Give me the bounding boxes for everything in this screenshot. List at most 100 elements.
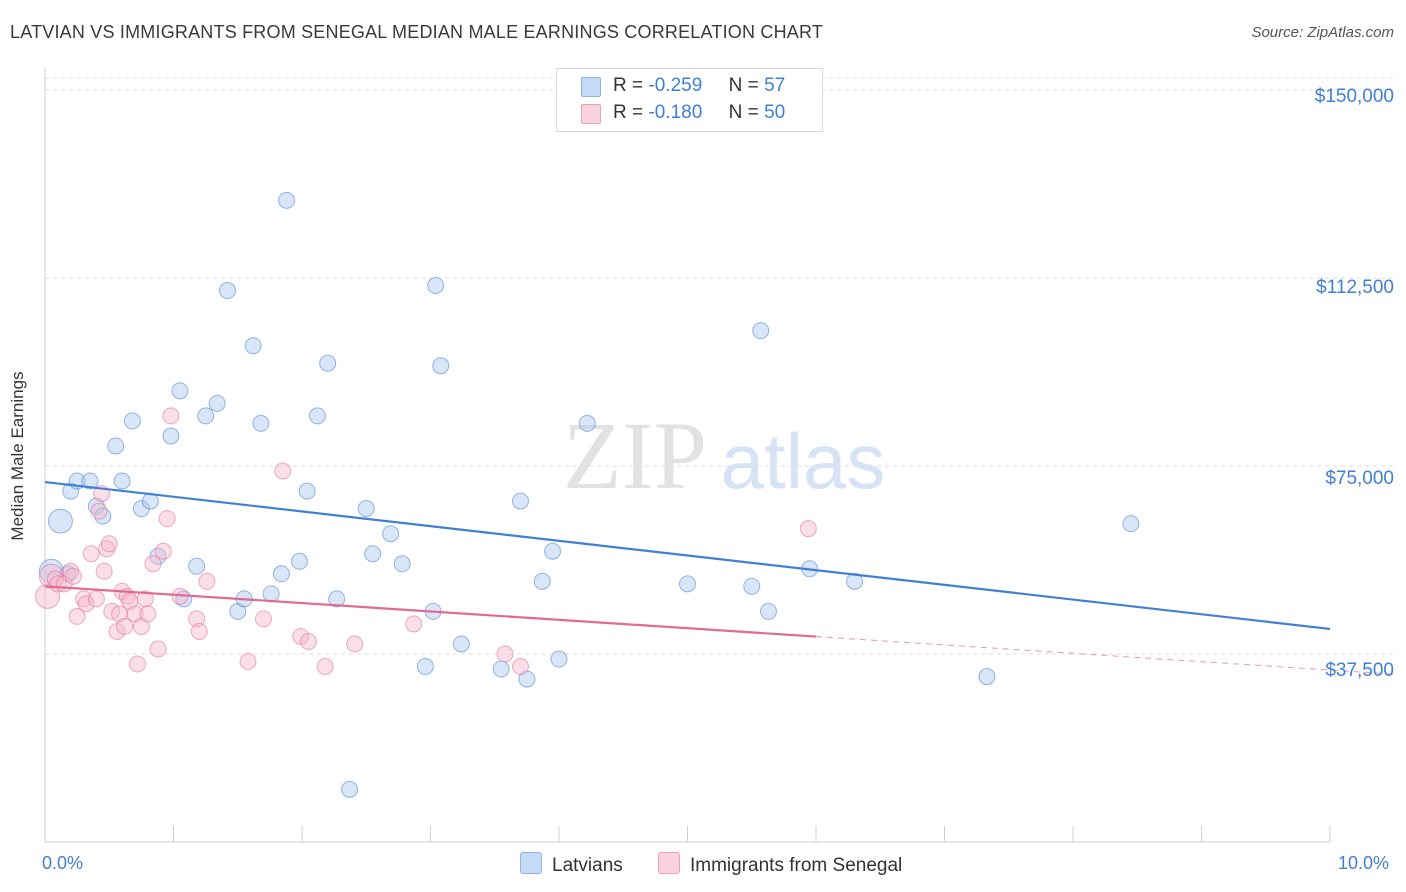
r-value: -0.259 bbox=[648, 75, 703, 96]
latvian-point bbox=[162, 427, 180, 445]
n-value: 50 bbox=[764, 102, 786, 123]
watermark-zip: ZIP bbox=[563, 402, 707, 509]
senegal-point bbox=[75, 590, 93, 608]
latvian-point bbox=[87, 497, 105, 515]
latvian-point bbox=[1122, 515, 1140, 533]
latvian-point bbox=[752, 322, 770, 340]
senegal-point bbox=[799, 520, 817, 538]
senegal-legend-icon bbox=[658, 852, 680, 874]
latvian-point bbox=[113, 472, 131, 490]
latvian-point bbox=[81, 472, 99, 490]
senegal-point bbox=[158, 510, 176, 528]
latvian-point bbox=[272, 565, 290, 583]
latvian-point bbox=[382, 525, 400, 543]
senegal-point bbox=[116, 617, 134, 635]
senegal-point bbox=[95, 562, 113, 580]
y-tick-label-150000: $150,000 bbox=[1314, 86, 1394, 107]
latvian-point bbox=[432, 357, 450, 375]
latvian-point bbox=[416, 658, 434, 676]
senegal-point bbox=[239, 653, 257, 671]
senegal-trend-line-extrapolated bbox=[815, 636, 1396, 675]
latvian-point bbox=[188, 557, 206, 575]
trend-lines bbox=[44, 480, 1396, 675]
senegal-point bbox=[64, 567, 82, 585]
senegal-point bbox=[274, 462, 292, 480]
latvian-point bbox=[511, 492, 529, 510]
senegal-point bbox=[162, 407, 180, 425]
senegal-swatch-icon bbox=[581, 104, 601, 124]
senegal-point bbox=[144, 555, 162, 573]
senegal-point bbox=[198, 572, 216, 590]
senegal-point bbox=[346, 635, 364, 653]
latvian-point bbox=[550, 650, 568, 668]
senegal-point bbox=[188, 610, 206, 628]
n-label: N = bbox=[728, 75, 759, 96]
senegal-point bbox=[90, 502, 108, 520]
latvian-point bbox=[290, 552, 308, 570]
senegal-point bbox=[154, 542, 172, 560]
latvian-point bbox=[578, 414, 596, 432]
chart-title: LATVIAN VS IMMIGRANTS FROM SENEGAL MEDIA… bbox=[10, 22, 824, 42]
latvian-point bbox=[197, 407, 215, 425]
latvian-point bbox=[393, 555, 411, 573]
legend-item-latvians[interactable]: Latvians bbox=[520, 852, 623, 878]
latvian-point bbox=[308, 407, 326, 425]
senegal-point bbox=[98, 540, 116, 558]
senegal-point bbox=[68, 607, 86, 625]
senegal-point bbox=[405, 615, 423, 633]
latvian-point bbox=[218, 282, 236, 300]
latvian-point bbox=[452, 635, 470, 653]
senegal-point bbox=[87, 590, 105, 608]
senegal-point bbox=[100, 535, 118, 553]
watermark: ZIP atlas bbox=[563, 402, 885, 509]
latvian-point bbox=[492, 660, 510, 678]
latvian-point bbox=[319, 354, 337, 372]
senegal-point bbox=[511, 658, 529, 676]
r-label: R = bbox=[613, 75, 644, 96]
senegal-point bbox=[82, 545, 100, 563]
watermark-atlas: atlas bbox=[721, 417, 886, 505]
latvian-point bbox=[427, 277, 445, 295]
latvian-point bbox=[298, 482, 316, 500]
latvian-point bbox=[123, 412, 141, 430]
n-label: N = bbox=[728, 102, 759, 123]
r-value: -0.180 bbox=[648, 102, 703, 123]
latvian-point bbox=[328, 590, 346, 608]
axes bbox=[44, 68, 1331, 843]
legend-item-senegal[interactable]: Immigrants from Senegal bbox=[658, 852, 902, 878]
stats-box: R = -0.259 N = 57 R = -0.180 N = 50 bbox=[556, 68, 823, 132]
latvians-trend-line bbox=[44, 480, 1331, 631]
y-tick-label-75000: $75,000 bbox=[1325, 468, 1394, 489]
senegal-point bbox=[62, 562, 80, 580]
latvian-point bbox=[47, 508, 73, 534]
senegal-trend-line bbox=[44, 585, 817, 638]
grid bbox=[45, 77, 1395, 655]
source-credit: Source: ZipAtlas.com bbox=[1251, 24, 1394, 41]
latvian-point bbox=[679, 575, 696, 593]
latvian-point bbox=[759, 602, 777, 620]
y-tick-label-37500: $37,500 bbox=[1325, 660, 1394, 681]
senegal-point bbox=[190, 622, 208, 640]
x-tick-label-min: 0.0% bbox=[42, 853, 84, 873]
x-tick-label-max: 10.0% bbox=[1338, 853, 1390, 873]
latvian-point bbox=[208, 394, 226, 412]
senegal-point bbox=[77, 595, 95, 613]
latvian-point bbox=[278, 191, 296, 209]
latvian-point bbox=[62, 482, 80, 500]
senegal-point bbox=[129, 655, 147, 673]
latvian-point bbox=[171, 382, 189, 400]
senegal-point bbox=[254, 610, 272, 628]
senegal-point bbox=[299, 632, 317, 650]
senegal-point bbox=[111, 605, 129, 623]
latvian-point bbox=[357, 500, 375, 518]
latvian-point bbox=[262, 585, 280, 603]
senegal-point bbox=[136, 590, 154, 608]
latvian-point bbox=[244, 337, 262, 355]
senegal-point bbox=[149, 640, 167, 658]
latvian-point bbox=[846, 572, 864, 590]
latvian-point bbox=[743, 577, 761, 595]
latvian-point bbox=[544, 542, 562, 560]
latvian-point bbox=[978, 668, 996, 686]
n-value: 57 bbox=[764, 75, 786, 96]
